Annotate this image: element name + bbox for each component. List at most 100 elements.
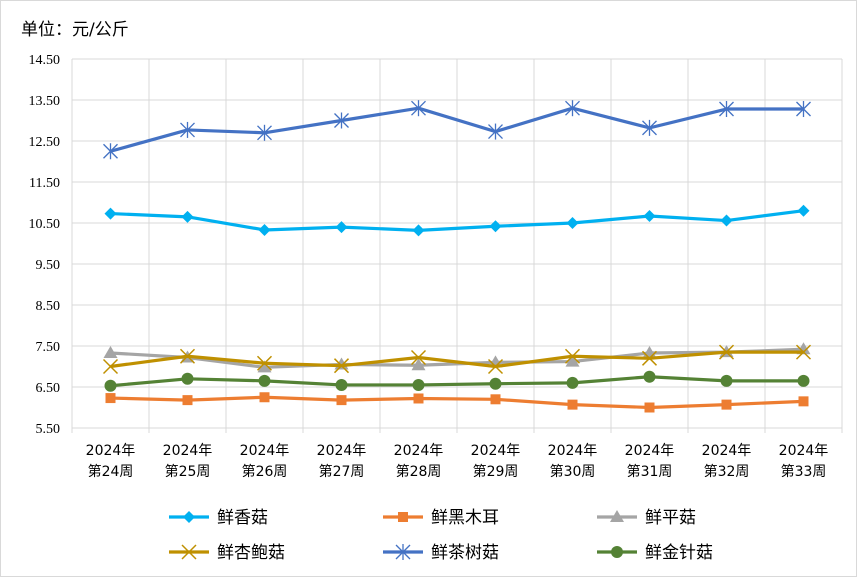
y-tick-label: 11.50 <box>29 176 60 191</box>
data-point <box>720 374 733 387</box>
data-point <box>103 143 118 160</box>
x-tick-label: 第27周 <box>319 463 365 480</box>
data-point <box>258 223 271 236</box>
data-point <box>641 350 658 366</box>
series-4 <box>103 100 811 160</box>
data-point <box>334 112 349 129</box>
series-line <box>110 375 804 388</box>
series-0 <box>104 204 810 237</box>
x-tick-label: 2024年 <box>471 443 521 459</box>
data-point <box>412 224 425 237</box>
data-point <box>412 378 425 391</box>
data-point <box>643 210 656 223</box>
data-point <box>181 210 194 223</box>
series-5 <box>104 370 810 392</box>
legend-label: 鲜黑木耳 <box>431 508 499 528</box>
data-point <box>487 358 504 375</box>
series-lines <box>102 100 812 413</box>
data-point <box>610 510 624 522</box>
y-tick-label: 5.50 <box>36 422 61 437</box>
series-3 <box>102 344 812 375</box>
data-point <box>257 124 272 141</box>
data-point <box>642 119 657 136</box>
data-point <box>489 220 502 233</box>
x-tick-label: 2024年 <box>394 443 444 459</box>
data-point <box>335 378 348 391</box>
data-point <box>720 214 733 227</box>
data-point <box>335 221 348 234</box>
data-point <box>564 348 581 364</box>
data-point <box>102 358 119 375</box>
x-tick-label: 2024年 <box>625 443 675 459</box>
data-point <box>719 101 734 118</box>
data-point <box>257 360 272 373</box>
data-point <box>721 399 732 410</box>
data-point <box>565 354 580 367</box>
data-point <box>643 370 656 383</box>
y-tick-label: 8.50 <box>36 299 61 314</box>
x-tick-label: 2024年 <box>548 443 598 459</box>
legend-item: 鲜香菇 <box>169 508 268 528</box>
unit-label: 单位：元/公斤 <box>21 20 129 40</box>
y-tick-label: 13.50 <box>29 94 61 109</box>
x-tick-label: 第33周 <box>781 463 827 480</box>
data-point <box>566 376 579 389</box>
data-point <box>797 204 810 217</box>
series-line <box>110 350 804 369</box>
data-point <box>182 395 193 406</box>
data-point <box>104 379 117 392</box>
data-point <box>411 100 426 117</box>
data-point <box>795 344 812 360</box>
x-tick-label: 第28周 <box>396 463 442 480</box>
data-point <box>336 395 347 406</box>
x-tick-label: 2024年 <box>317 443 367 459</box>
legend-item: 鲜杏鲍菇 <box>169 543 285 563</box>
data-point <box>256 355 273 371</box>
y-tick-label: 10.50 <box>29 217 61 232</box>
x-tick-label: 第24周 <box>88 463 134 480</box>
data-point <box>258 374 271 387</box>
data-point <box>105 393 116 404</box>
x-tick-label: 第32周 <box>704 463 750 480</box>
legend-label: 鲜杏鲍菇 <box>217 543 285 563</box>
data-point <box>489 377 502 390</box>
y-tick-label: 7.50 <box>36 340 61 355</box>
data-point <box>410 349 427 366</box>
axes: 5.50 6.50 7.50 8.50 9.50 10.50 11.50 12.50 13.50… <box>29 53 829 480</box>
legend-label: 鲜金针菇 <box>645 543 713 563</box>
data-point <box>718 344 735 360</box>
legend-label: 鲜香菇 <box>217 508 268 528</box>
x-tick-label: 2024年 <box>163 443 213 459</box>
data-point <box>567 399 578 410</box>
legend-label: 鲜平菇 <box>645 508 696 528</box>
y-tick-label: 12.50 <box>29 135 61 150</box>
series-1 <box>105 392 809 413</box>
legend-item: 鲜平菇 <box>597 508 696 528</box>
legend-item: 鲜金针菇 <box>597 543 713 563</box>
data-point <box>488 123 503 140</box>
data-point <box>413 393 424 404</box>
data-point <box>488 355 503 368</box>
data-point <box>644 402 655 413</box>
y-tick-label: 9.50 <box>36 258 61 273</box>
y-tick-label: 6.50 <box>36 381 61 396</box>
legend-label: 鲜茶树菇 <box>431 543 499 563</box>
legend-item: 鲜茶树菇 <box>383 543 499 563</box>
data-point <box>411 358 426 371</box>
data-point <box>181 372 194 385</box>
data-point <box>565 100 580 117</box>
data-point <box>611 546 623 558</box>
data-point <box>104 207 117 220</box>
x-tick-label: 第29周 <box>473 463 519 480</box>
x-tick-label: 2024年 <box>702 443 752 459</box>
x-tick-label: 2024年 <box>779 443 829 459</box>
series-line <box>110 209 804 232</box>
y-tick-label: 14.50 <box>29 53 61 68</box>
x-tick-label: 2024年 <box>240 443 290 459</box>
series-line <box>110 347 804 369</box>
data-point <box>181 544 197 560</box>
data-point <box>796 101 811 118</box>
